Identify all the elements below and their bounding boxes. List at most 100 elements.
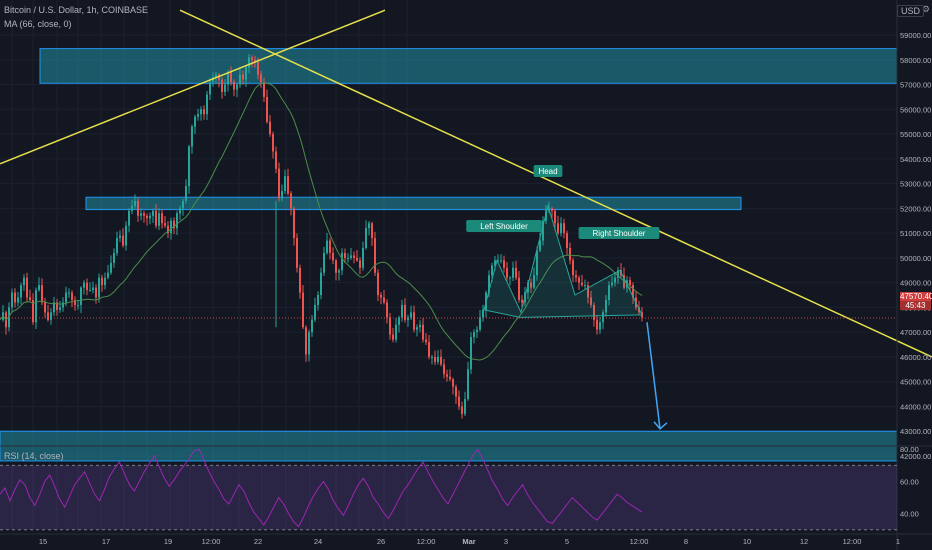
candle-body xyxy=(410,312,412,318)
candle-body xyxy=(458,396,460,407)
candle-body xyxy=(443,364,445,375)
candle-body xyxy=(149,215,151,219)
candle-body xyxy=(71,292,73,300)
candle-body xyxy=(251,57,253,60)
candle-body xyxy=(257,62,259,75)
price-tick: 43000.00 xyxy=(900,427,931,436)
candle-body xyxy=(107,272,109,278)
zone-1 xyxy=(39,48,898,84)
rsi-legend: RSI (14, close) xyxy=(4,451,64,461)
candle-body xyxy=(569,247,571,261)
time-tick: 10 xyxy=(743,537,751,546)
candle-body xyxy=(86,282,88,291)
candle-body xyxy=(167,225,169,234)
candle-body xyxy=(11,292,13,308)
candle-body xyxy=(173,220,175,229)
candle-body xyxy=(575,275,577,278)
price-tick: 57000.00 xyxy=(900,81,931,90)
rsi-line xyxy=(0,448,643,528)
rsi-tick: 80.00 xyxy=(900,445,919,454)
price-tick: 58000.00 xyxy=(900,56,931,65)
candle-body xyxy=(533,275,535,288)
gear-icon[interactable]: ⚙ xyxy=(921,4,930,14)
candle-body xyxy=(26,277,28,298)
candle-body xyxy=(188,146,190,187)
candle-body xyxy=(476,329,478,333)
candle-body xyxy=(83,282,85,288)
candle-body xyxy=(488,275,490,293)
price-tick: 56000.00 xyxy=(900,105,931,114)
candle-body xyxy=(113,252,115,263)
candle-body xyxy=(182,200,184,209)
time-tick: 24 xyxy=(314,537,322,546)
price-tick: 44000.00 xyxy=(900,402,931,411)
candle-body xyxy=(530,282,532,288)
candle-body xyxy=(197,114,199,117)
candle-body xyxy=(413,312,415,330)
candle-body xyxy=(518,277,520,300)
candle-body xyxy=(500,260,502,262)
rsi-tick: 40.00 xyxy=(900,510,919,519)
candle-body xyxy=(125,225,127,246)
annotation-left-shoulder: Left Shoulder xyxy=(480,222,528,231)
candle-body xyxy=(260,74,262,83)
candle-body xyxy=(434,356,436,362)
candle-body xyxy=(275,151,277,169)
time-tick: 26 xyxy=(377,537,385,546)
price-tick: 42000.00 xyxy=(900,452,931,461)
candle-body xyxy=(560,223,562,234)
candle-body xyxy=(164,223,166,226)
candle-body xyxy=(467,369,469,400)
candle-body xyxy=(509,277,511,279)
trendline-2 xyxy=(179,9,932,358)
rsi-band xyxy=(0,465,897,530)
candle-body xyxy=(398,317,400,325)
candle-body xyxy=(470,337,472,370)
candle-body xyxy=(191,126,193,147)
candle-body xyxy=(338,270,340,273)
candle-body xyxy=(464,399,466,414)
candle-body xyxy=(254,59,256,63)
candle-body xyxy=(566,233,568,248)
candle-body xyxy=(53,302,55,313)
candle-body xyxy=(617,270,619,278)
candle-body xyxy=(269,121,271,135)
candle-body xyxy=(14,292,16,303)
price-tick: 51000.00 xyxy=(900,229,931,238)
time-tick: 8 xyxy=(684,537,688,546)
candle-body xyxy=(134,200,136,206)
candle-body xyxy=(50,312,52,320)
candle-body xyxy=(140,213,142,216)
annotation-head: Head xyxy=(538,167,557,176)
candle-body xyxy=(302,292,304,328)
candle-body xyxy=(335,260,337,273)
annotation-box xyxy=(578,227,660,239)
last-price-tag: 47570.40 xyxy=(900,292,932,301)
candle-body xyxy=(242,74,244,80)
candle-body xyxy=(359,260,361,268)
candle-body xyxy=(419,324,421,328)
symbol-title: Bitcoin / U.S. Dollar, 1h, COINBASE xyxy=(4,5,149,15)
candle-body xyxy=(56,302,58,310)
candle-body xyxy=(209,82,211,95)
candle-body xyxy=(305,327,307,355)
candle-body xyxy=(245,67,247,80)
candle-body xyxy=(110,262,112,273)
candle-body xyxy=(38,285,40,291)
time-tick: 17 xyxy=(102,537,110,546)
candle-body xyxy=(608,285,610,300)
candle-body xyxy=(578,277,580,283)
candle-body xyxy=(449,376,451,380)
time-tick: 1 xyxy=(896,537,900,546)
bar-countdown: 45:43 xyxy=(900,301,931,310)
currency-button[interactable]: USD xyxy=(896,5,924,17)
candle-body xyxy=(428,342,430,357)
candle-body xyxy=(557,223,559,234)
candle-body xyxy=(323,252,325,273)
candle-body xyxy=(491,265,493,276)
candle-body xyxy=(137,200,139,216)
rsi-tick: 60.00 xyxy=(900,477,919,486)
candle-body xyxy=(551,208,553,211)
candle-body xyxy=(35,290,37,323)
